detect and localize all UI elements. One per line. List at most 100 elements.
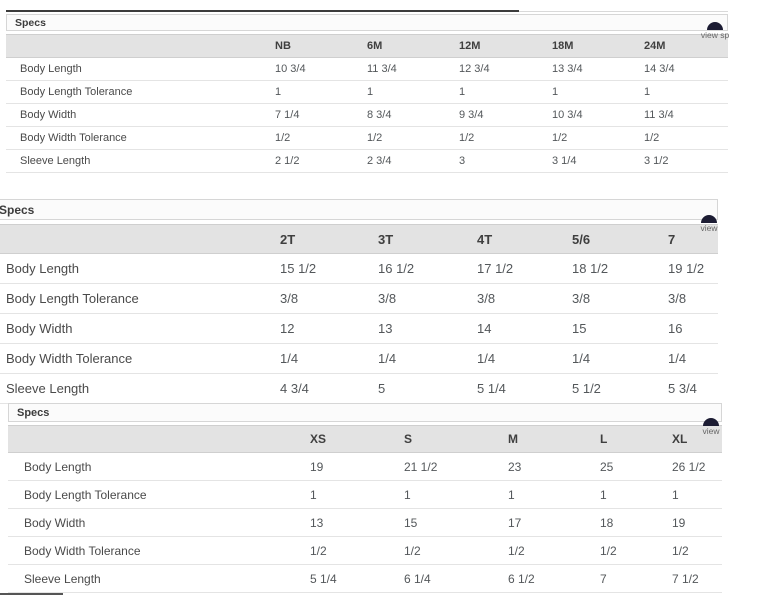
- spec-value-cell: 12: [278, 313, 376, 344]
- spec-value-cell: 16 1/2: [376, 253, 475, 284]
- spec-value-cell: 21 1/2: [402, 452, 506, 481]
- specs-accordion-header[interactable]: Specs: [6, 14, 728, 31]
- specs-accordion-header[interactable]: Specs: [0, 199, 718, 220]
- spec-value-cell: 5 3/4: [666, 373, 718, 404]
- view-specs-link[interactable]: view: [694, 418, 728, 436]
- spec-row-label: Body Length Tolerance: [0, 283, 278, 314]
- spec-row: Body Length 10 3/4 11 3/4 12 3/4 13 3/4 14 3/…: [6, 57, 728, 81]
- spec-row-label: Body Length: [0, 253, 278, 284]
- spec-row: Sleeve Length 5 1/4 6 1/4 6 1/2 7 7 1/2: [8, 564, 722, 593]
- spec-header-row: 2T 3T 4T 5/6 7: [0, 224, 718, 254]
- spec-value-cell: 6 1/2: [506, 564, 598, 593]
- spec-value-cell: 15: [402, 508, 506, 537]
- specs-table-infant: NB 6M 12M 18M 24M Body Length 10 3/4 11 3/4 12 3…: [6, 34, 728, 173]
- spec-value-cell: 1/2: [550, 126, 642, 150]
- spec-row-label: Body Width: [8, 508, 308, 537]
- spec-header-size: 24M: [642, 34, 728, 58]
- spec-value-cell: 1: [506, 480, 598, 509]
- spec-row-label: Sleeve Length: [6, 149, 273, 173]
- spec-value-cell: 17: [506, 508, 598, 537]
- spec-header-empty: [6, 34, 273, 58]
- spec-value-cell: 1/2: [642, 126, 728, 150]
- spec-header-size: 12M: [457, 34, 550, 58]
- spec-value-cell: 5 1/2: [570, 373, 666, 404]
- spec-value-cell: 19 1/2: [666, 253, 718, 284]
- spec-value-cell: 3/8: [666, 283, 718, 314]
- spec-row-label: Sleeve Length: [0, 373, 278, 404]
- spec-value-cell: 1: [365, 80, 457, 104]
- spec-value-cell: 8 3/4: [365, 103, 457, 127]
- spec-value-cell: 19: [308, 452, 402, 481]
- spec-value-cell: 26 1/2: [670, 452, 722, 481]
- spec-value-cell: 1: [273, 80, 365, 104]
- spec-value-cell: 3/8: [475, 283, 570, 314]
- spec-value-cell: 1: [550, 80, 642, 104]
- spec-row: Body Length Tolerance 1 1 1 1 1: [8, 480, 722, 509]
- specs-accordion-header[interactable]: Specs: [8, 403, 722, 422]
- spec-header-size: 7: [666, 224, 718, 254]
- spec-value-cell: 1: [402, 480, 506, 509]
- specs-section-adult: Specs view XS S M L XL Body Length 19 21 1/2 23 2…: [8, 403, 722, 593]
- spec-row: Body Width Tolerance 1/2 1/2 1/2 1/2 1/2: [8, 536, 722, 565]
- spec-value-cell: 1/2: [308, 536, 402, 565]
- spec-header-size: 18M: [550, 34, 642, 58]
- spec-value-cell: 23: [506, 452, 598, 481]
- spec-value-cell: 7 1/4: [273, 103, 365, 127]
- specs-table-adult: XS S M L XL Body Length 19 21 1/2 23 25 26 1/2 Body…: [8, 425, 722, 593]
- spec-value-cell: 1: [670, 480, 722, 509]
- view-specs-icon: [707, 22, 723, 30]
- spec-header-empty: [8, 425, 308, 453]
- spec-header-size: S: [402, 425, 506, 453]
- spec-row-label: Body Length Tolerance: [6, 80, 273, 104]
- spec-value-cell: 11 3/4: [365, 57, 457, 81]
- spec-value-cell: 1/4: [376, 343, 475, 374]
- spec-value-cell: 3/8: [278, 283, 376, 314]
- spec-value-cell: 12 3/4: [457, 57, 550, 81]
- spec-value-cell: 1/4: [570, 343, 666, 374]
- view-specs-link[interactable]: view sp: [688, 22, 742, 40]
- specs-section-toddler: Specs view 2T 3T 4T 5/6 7 Body Length 15 1/2 16…: [0, 199, 718, 404]
- spec-value-cell: 14 3/4: [642, 57, 728, 81]
- spec-value-cell: 1/2: [598, 536, 670, 565]
- bottom-divider: [0, 593, 63, 595]
- spec-value-cell: 9 3/4: [457, 103, 550, 127]
- spec-value-cell: 13: [376, 313, 475, 344]
- spec-value-cell: 1: [642, 80, 728, 104]
- spec-header-size: 3T: [376, 224, 475, 254]
- view-specs-icon: [703, 418, 719, 426]
- spec-value-cell: 2 3/4: [365, 149, 457, 173]
- specs-table-toddler: 2T 3T 4T 5/6 7 Body Length 15 1/2 16 1/2 17 1/2 1…: [0, 224, 718, 404]
- spec-value-cell: 11 3/4: [642, 103, 728, 127]
- spec-row-label: Body Length Tolerance: [8, 480, 308, 509]
- spec-value-cell: 1: [457, 80, 550, 104]
- view-specs-link[interactable]: view: [692, 215, 726, 233]
- spec-value-cell: 13 3/4: [550, 57, 642, 81]
- spec-value-cell: 5 1/4: [308, 564, 402, 593]
- view-specs-label: view: [702, 426, 720, 436]
- spec-value-cell: 15: [570, 313, 666, 344]
- spec-value-cell: 3/8: [570, 283, 666, 314]
- spec-value-cell: 1: [308, 480, 402, 509]
- spec-value-cell: 1/2: [457, 126, 550, 150]
- spec-value-cell: 16: [666, 313, 718, 344]
- spec-value-cell: 1/4: [278, 343, 376, 374]
- view-specs-label: view: [700, 223, 718, 233]
- spec-row: Body Width 13 15 17 18 19: [8, 508, 722, 537]
- spec-row: Sleeve Length 2 1/2 2 3/4 3 3 1/4 3 1/2: [6, 149, 728, 173]
- view-specs-icon: [701, 215, 717, 223]
- spec-row: Body Width 12 13 14 15 16: [0, 313, 718, 344]
- spec-value-cell: 10 3/4: [273, 57, 365, 81]
- spec-value-cell: 1/2: [365, 126, 457, 150]
- spec-row-label: Body Length: [8, 452, 308, 481]
- spec-value-cell: 14: [475, 313, 570, 344]
- view-specs-label: view sp: [700, 30, 730, 40]
- spec-row-label: Body Width: [6, 103, 273, 127]
- spec-row: Body Length 15 1/2 16 1/2 17 1/2 18 1/2 19 1/…: [0, 253, 718, 284]
- spec-header-size: 5/6: [570, 224, 666, 254]
- spec-header-size: L: [598, 425, 670, 453]
- spec-value-cell: 1/4: [475, 343, 570, 374]
- spec-value-cell: 13: [308, 508, 402, 537]
- spec-value-cell: 2 1/2: [273, 149, 365, 173]
- spec-value-cell: 5 1/4: [475, 373, 570, 404]
- spec-value-cell: 25: [598, 452, 670, 481]
